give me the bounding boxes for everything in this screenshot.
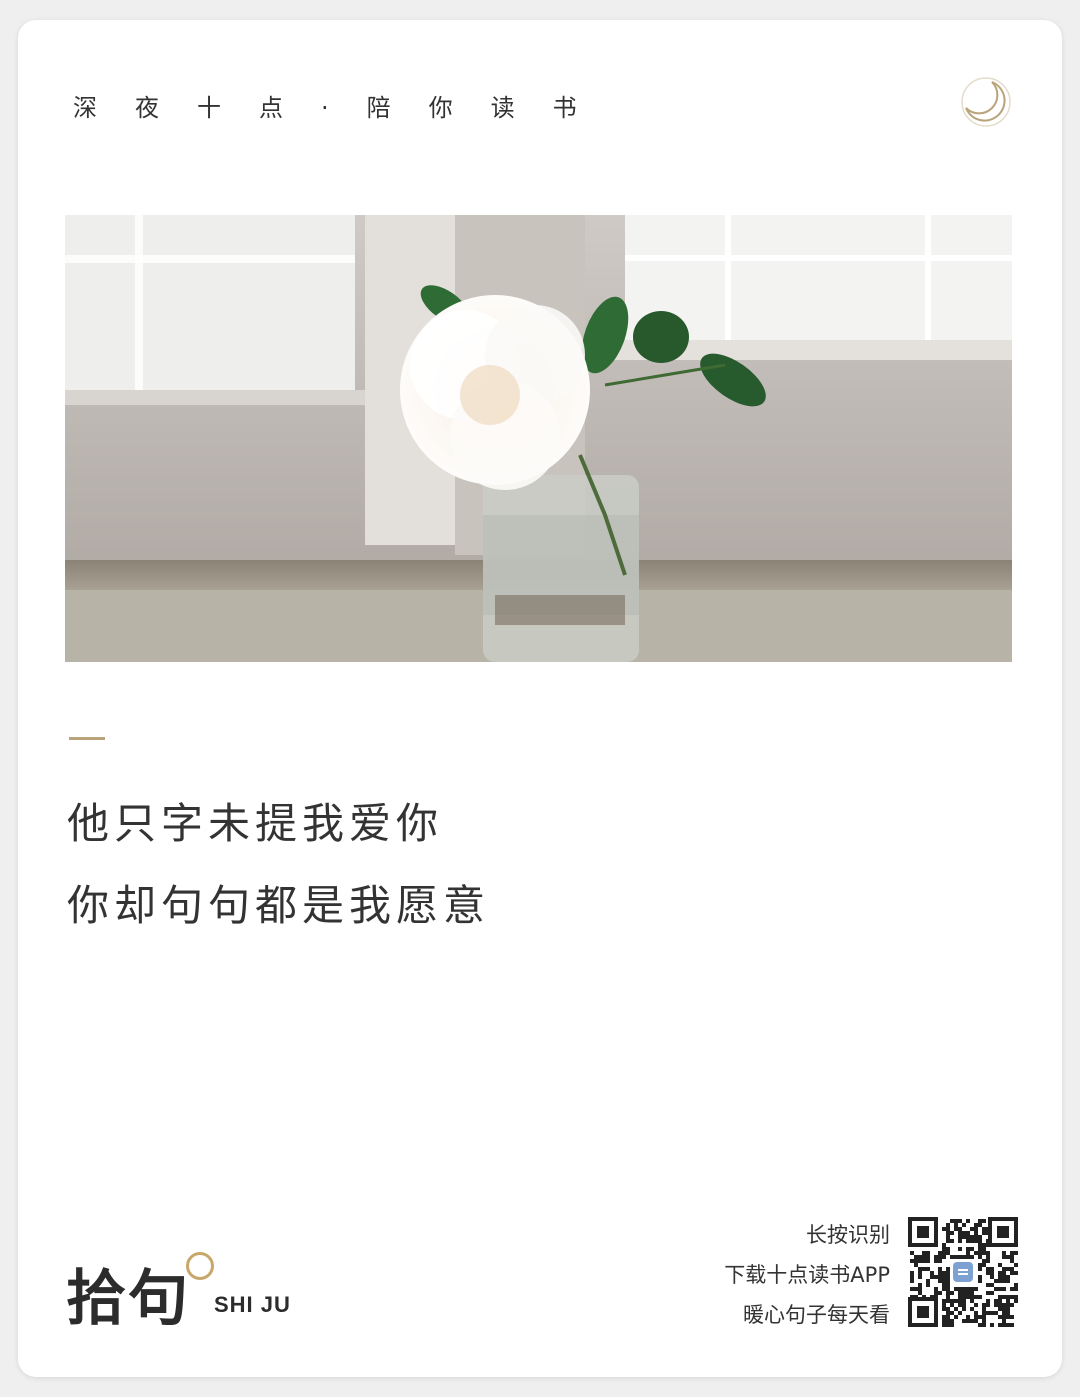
crescent-moon-icon: [961, 77, 1011, 127]
cta-line-1: 长按识别: [806, 1223, 890, 1247]
quote-line-1: 他只字未提我爱你: [67, 799, 444, 848]
cta-line-3: 暖心句子每天看: [743, 1303, 890, 1327]
app-cta: 长按识别 下载十点读书APP 暖心句子每天看: [724, 1215, 890, 1335]
brand-name-en: SHI JU: [214, 1292, 291, 1317]
brand-ring-icon: [186, 1252, 214, 1280]
qr-code-icon[interactable]: [908, 1217, 1018, 1327]
header-title: 深夜十点·陪你读书: [73, 94, 615, 122]
flower-photo: [65, 215, 1012, 662]
cta-line-2: 下载十点读书APP: [724, 1263, 890, 1287]
quote-line-2: 你却句句都是我愿意: [67, 881, 491, 930]
accent-dash: [69, 737, 105, 740]
brand-name-cn: 拾句: [66, 1264, 190, 1334]
